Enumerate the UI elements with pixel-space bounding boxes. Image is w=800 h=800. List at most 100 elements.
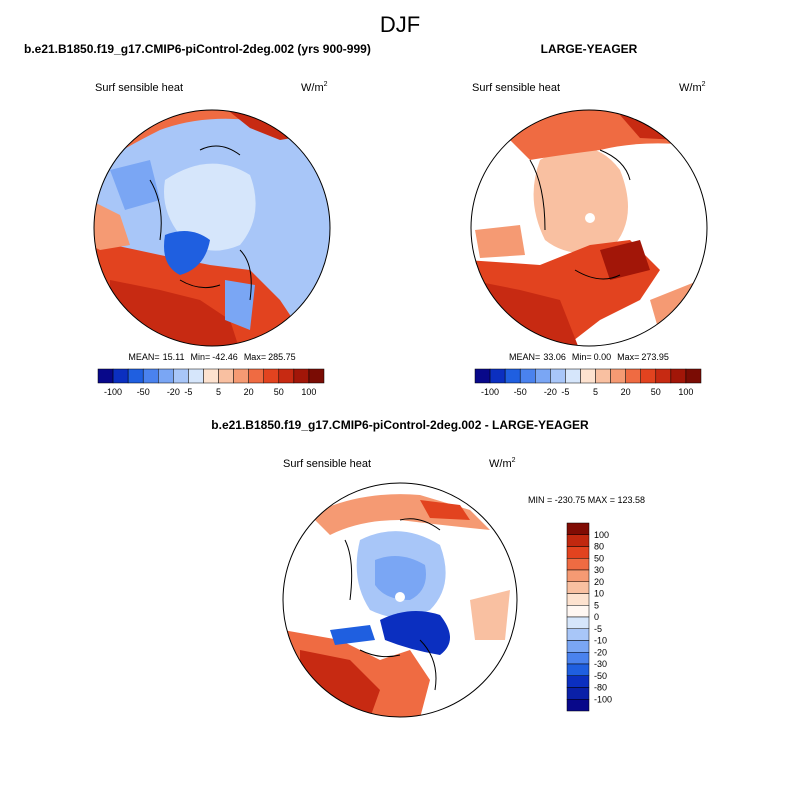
colorbar-swatch bbox=[566, 628, 590, 641]
variable-label: Surf sensible heat bbox=[283, 458, 371, 470]
panel-difference: b.e21.B1850.f19_g17.CMIP6-piControl-2deg… bbox=[211, 418, 645, 718]
colorbar-swatch bbox=[504, 368, 521, 384]
colorbar-swatch bbox=[203, 368, 219, 384]
colorbar-swatch bbox=[565, 368, 581, 384]
colorbar-tick-label: -20 bbox=[594, 647, 607, 657]
colorbar-tick-label: 100 bbox=[594, 530, 609, 540]
colorbar-swatch bbox=[566, 699, 590, 712]
colorbar-swatch bbox=[625, 368, 641, 384]
colorbar-swatch bbox=[566, 546, 590, 559]
map-field bbox=[94, 110, 330, 346]
colorbar-tick-label: 30 bbox=[594, 565, 604, 575]
colorbar-tick-label: -100 bbox=[594, 694, 612, 704]
colorbar-swatch bbox=[640, 368, 657, 384]
units-label: W/m2 bbox=[301, 81, 328, 94]
colorbar-swatch bbox=[655, 368, 672, 384]
colorbar-swatch bbox=[550, 368, 566, 384]
colorbar-swatch bbox=[127, 368, 144, 384]
colorbar-tick-label: -20 bbox=[167, 387, 180, 397]
colorbar-swatch bbox=[566, 569, 590, 582]
colorbar-tick-label: -5 bbox=[561, 387, 569, 397]
colorbar-swatch bbox=[112, 368, 129, 384]
colorbar-swatch bbox=[233, 368, 249, 384]
colorbar-swatch bbox=[566, 640, 590, 653]
colorbar-tick-label: 100 bbox=[678, 387, 693, 397]
colorbar-swatch bbox=[566, 675, 590, 688]
colorbar-tick-label: 80 bbox=[594, 542, 604, 552]
colorbar-swatch bbox=[519, 368, 536, 384]
colorbar-swatch bbox=[97, 368, 114, 384]
map-boundary bbox=[282, 482, 518, 718]
colorbar-tick-label: -30 bbox=[594, 659, 607, 669]
colorbar-swatch bbox=[263, 368, 280, 384]
colorbar-swatch bbox=[566, 593, 590, 606]
panel-obs: LARGE-YEAGER Surf sensible heat W/m2 MEA… bbox=[470, 42, 708, 397]
colorbar-swatch bbox=[566, 616, 590, 629]
stats-line: MEAN= 33.06 Min= 0.00 Max= 273.95 bbox=[509, 352, 669, 362]
colorbar-swatch bbox=[293, 368, 310, 384]
colorbar-swatch bbox=[595, 368, 611, 384]
units-label: W/m2 bbox=[679, 81, 706, 94]
colorbar-swatch bbox=[489, 368, 506, 384]
colorbar-swatch bbox=[566, 605, 590, 618]
colorbar-tick-label: -50 bbox=[514, 387, 527, 397]
map-boundary bbox=[93, 109, 331, 347]
colorbar-tick-label: -20 bbox=[544, 387, 557, 397]
colorbar-tick-label: 0 bbox=[594, 612, 599, 622]
colorbar-tick-label: -10 bbox=[594, 636, 607, 646]
colorbar-swatch bbox=[188, 368, 204, 384]
colorbar-swatch bbox=[158, 368, 174, 384]
colorbar-swatch bbox=[142, 368, 159, 384]
colorbar-tick-label: 5 bbox=[594, 600, 599, 610]
colorbar-swatch bbox=[248, 368, 264, 384]
colorbar-tick-label: 20 bbox=[621, 387, 631, 397]
colorbar-tick-label: 10 bbox=[594, 589, 604, 599]
colorbar-tick-label: 20 bbox=[244, 387, 254, 397]
colorbar-swatch bbox=[308, 368, 325, 384]
colorbar-tick-label: -100 bbox=[104, 387, 122, 397]
panel-title: LARGE-YEAGER bbox=[541, 42, 638, 56]
units-label: W/m2 bbox=[489, 457, 516, 470]
colorbar-tick-label: -5 bbox=[184, 387, 192, 397]
colorbar: -100 -50 -20 -5 5 20 50 100 bbox=[474, 368, 702, 397]
panel-title: b.e21.B1850.f19_g17.CMIP6-piControl-2deg… bbox=[211, 418, 589, 432]
colorbar-tick-label: -80 bbox=[594, 683, 607, 693]
colorbar-tick-label: -100 bbox=[481, 387, 499, 397]
map-boundary bbox=[470, 109, 708, 347]
colorbar-tick-label: 50 bbox=[594, 553, 604, 563]
colorbar-tick-label: 100 bbox=[301, 387, 316, 397]
page-title: DJF bbox=[380, 12, 420, 37]
map-field bbox=[471, 110, 707, 346]
colorbar-tick-label: -50 bbox=[594, 671, 607, 681]
colorbar-swatch bbox=[566, 522, 590, 535]
colorbar-swatch bbox=[566, 687, 590, 700]
map-field bbox=[283, 483, 517, 717]
colorbar-swatch bbox=[278, 368, 295, 384]
colorbar-swatch bbox=[218, 368, 234, 384]
colorbar-swatch bbox=[535, 368, 551, 384]
panel-model: b.e21.B1850.f19_g17.CMIP6-piControl-2deg… bbox=[24, 42, 371, 397]
colorbar-tick-label: 5 bbox=[216, 387, 221, 397]
colorbar-tick-label: 50 bbox=[651, 387, 661, 397]
colorbar-swatch bbox=[610, 368, 626, 384]
colorbar-tick-label: 20 bbox=[594, 577, 604, 587]
colorbar-swatch bbox=[685, 368, 702, 384]
colorbar-swatch bbox=[474, 368, 491, 384]
colorbar: -100 -50 -20 -5 5 20 50 100 bbox=[97, 368, 325, 397]
colorbar-swatch bbox=[173, 368, 189, 384]
variable-label: Surf sensible heat bbox=[472, 82, 560, 94]
colorbar-tick-label: -5 bbox=[594, 624, 602, 634]
colorbar-tick-label: 50 bbox=[274, 387, 284, 397]
colorbar-swatch bbox=[580, 368, 596, 384]
range-label: MIN = -230.75 MAX = 123.58 bbox=[528, 495, 645, 505]
colorbar-swatch bbox=[566, 663, 590, 676]
variable-label: Surf sensible heat bbox=[95, 82, 183, 94]
colorbar-swatch bbox=[566, 581, 590, 594]
colorbar-tick-label: -50 bbox=[137, 387, 150, 397]
colorbar-swatch bbox=[566, 558, 590, 571]
colorbar-swatch bbox=[670, 368, 687, 384]
panel-title: b.e21.B1850.f19_g17.CMIP6-piControl-2deg… bbox=[24, 42, 371, 56]
colorbar-swatch bbox=[566, 534, 590, 547]
